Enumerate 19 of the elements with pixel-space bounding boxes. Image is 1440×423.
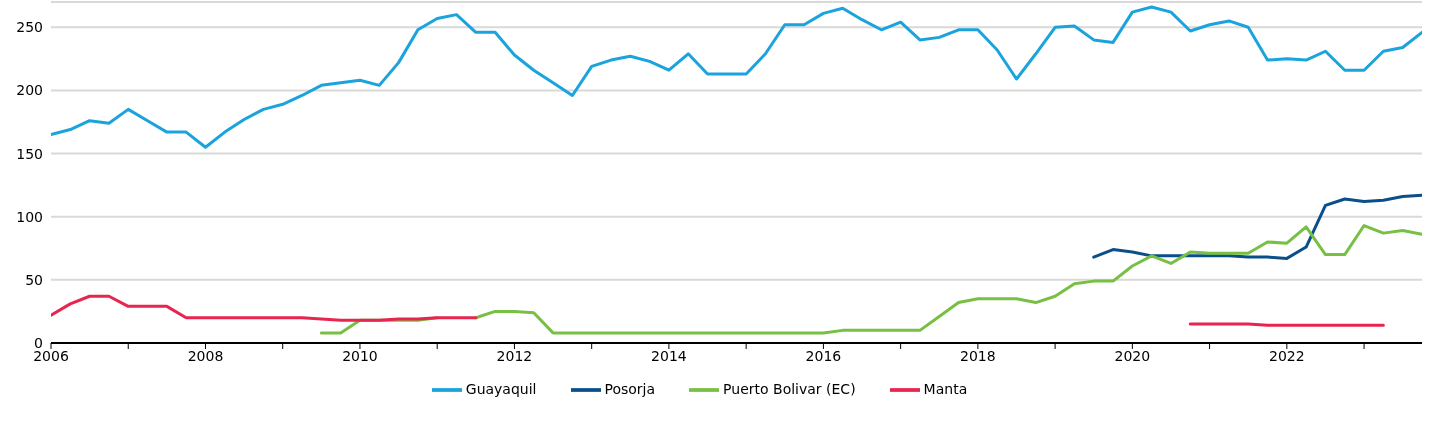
- x-tick-label: 2020: [1114, 347, 1151, 364]
- legend-label: Manta: [923, 381, 968, 397]
- line-series: [1092, 193, 1422, 260]
- x-tick-label: 2012: [496, 347, 533, 364]
- line-series: [51, 5, 1422, 149]
- y-tick-label: 250: [16, 19, 43, 36]
- y-tick-label: 100: [16, 208, 43, 225]
- y-tick-label: 50: [25, 271, 43, 288]
- legend-label: Puerto Bolivar (EC): [723, 381, 856, 397]
- x-tick-label: 2022: [1269, 347, 1305, 364]
- legend-label: Guayaquil: [465, 381, 537, 397]
- y-tick-label: 200: [16, 82, 43, 99]
- x-tick-label: 2014: [651, 347, 687, 364]
- x-tick-label: 2008: [187, 347, 224, 364]
- x-tick-label: 2018: [960, 347, 996, 364]
- x-tick-label: 2016: [805, 347, 842, 364]
- legend-label: Posorja: [604, 381, 656, 397]
- y-tick-label: 150: [16, 145, 43, 162]
- x-tick-label: 2010: [342, 347, 378, 364]
